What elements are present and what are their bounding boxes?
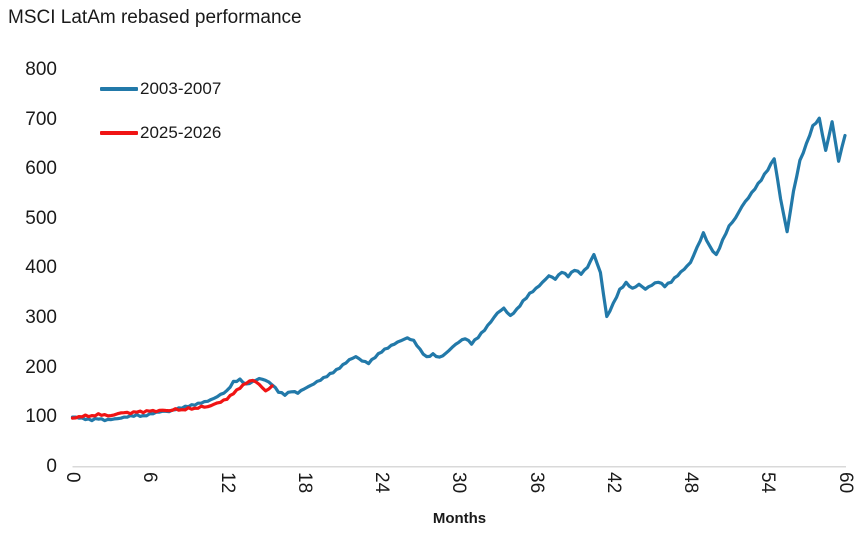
line-swatch-icon bbox=[100, 87, 138, 91]
y-tick-label-700: 700 bbox=[25, 108, 57, 130]
x-tick-label-54: 54 bbox=[757, 472, 779, 494]
y-tick-label-200: 200 bbox=[25, 356, 57, 378]
y-tick-label-300: 300 bbox=[25, 306, 57, 328]
x-tick-label-18: 18 bbox=[293, 472, 315, 494]
x-tick-label-6: 6 bbox=[139, 472, 161, 483]
x-tick-label-48: 48 bbox=[680, 472, 701, 494]
line-swatch-icon bbox=[100, 131, 138, 135]
y-tick-label-600: 600 bbox=[25, 158, 57, 180]
x-tick-label-42: 42 bbox=[602, 472, 624, 494]
y-tick-label-100: 100 bbox=[25, 406, 57, 428]
y-tick-label-0: 0 bbox=[46, 455, 57, 477]
legend-row-2025-2026: 2025-2026 bbox=[100, 122, 221, 144]
x-tick-label-24: 24 bbox=[371, 472, 392, 494]
x-tick-label-12: 12 bbox=[216, 472, 238, 494]
chart-title: MSCI LatAm rebased performance bbox=[8, 7, 302, 28]
y-tick-label-500: 500 bbox=[25, 207, 57, 229]
series-line-2003-2007 bbox=[70, 116, 847, 423]
series-line-2025-2026 bbox=[70, 378, 274, 420]
x-tick-label-36: 36 bbox=[525, 472, 547, 494]
x-tick-label-0: 0 bbox=[62, 472, 83, 483]
x-axis-title: Months bbox=[432, 510, 487, 527]
legend-label: 2003-2007 bbox=[140, 79, 222, 98]
legend-row-2003-2007: 2003-2007 bbox=[100, 78, 221, 100]
x-tick-label-60: 60 bbox=[834, 472, 856, 494]
x-tick-label-30: 30 bbox=[448, 472, 470, 494]
y-tick-label-800: 800 bbox=[25, 59, 57, 81]
y-tick-label-400: 400 bbox=[25, 257, 57, 279]
legend-label: 2025-2026 bbox=[140, 123, 222, 142]
legend: 2003-2007 2025-2026 bbox=[100, 78, 221, 166]
